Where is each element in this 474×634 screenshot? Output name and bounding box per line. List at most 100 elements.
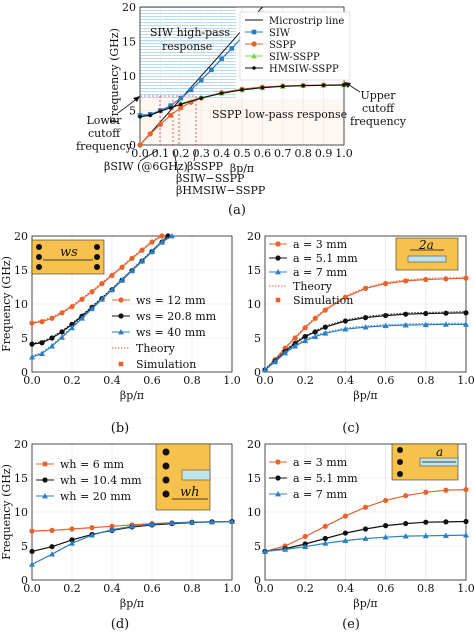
data-point bbox=[139, 247, 145, 253]
y-tick-label: 10 bbox=[14, 298, 28, 311]
data-point bbox=[149, 248, 155, 255]
inset-b-via bbox=[94, 264, 100, 270]
legend-marker bbox=[251, 29, 257, 35]
x-axis-label: βp/π bbox=[120, 389, 144, 402]
y-tick-label: 10 bbox=[247, 298, 261, 311]
data-point bbox=[89, 305, 95, 312]
legend-label: SSPP bbox=[269, 40, 296, 51]
inset-e: a bbox=[391, 443, 459, 481]
data-point bbox=[139, 258, 145, 264]
y-tick-label: 5 bbox=[21, 332, 28, 345]
data-point bbox=[463, 518, 469, 525]
x-tick-label: 0.6 bbox=[377, 582, 395, 595]
data-point bbox=[383, 523, 389, 529]
data-point bbox=[168, 105, 173, 110]
x-tick-label: 1.0 bbox=[457, 582, 474, 595]
data-point bbox=[189, 519, 195, 525]
data-point bbox=[79, 315, 85, 321]
inset-b: ws bbox=[31, 239, 105, 275]
legend-marker bbox=[118, 313, 124, 319]
data-point bbox=[383, 281, 389, 287]
y-tick-label: 0 bbox=[21, 366, 28, 379]
data-point bbox=[423, 310, 429, 317]
x-tick-label: 0.6 bbox=[143, 374, 161, 387]
theory-line bbox=[264, 311, 467, 370]
plot-frame bbox=[264, 443, 467, 581]
data-point bbox=[383, 497, 389, 504]
data-point bbox=[362, 315, 369, 321]
x-tick-label: 0.8 bbox=[417, 374, 435, 387]
legend-label: wh = 20 mm bbox=[60, 490, 132, 503]
legend-marker bbox=[275, 475, 281, 481]
inset-b-label: ws bbox=[60, 245, 78, 260]
y-tick-label: 15 bbox=[14, 472, 28, 485]
y-tick-label: 5 bbox=[254, 332, 261, 345]
data-point bbox=[342, 530, 348, 536]
legend-marker bbox=[251, 53, 257, 59]
x-tick-label: 0.6 bbox=[254, 147, 272, 160]
data-point bbox=[312, 315, 318, 321]
data-point bbox=[443, 487, 449, 493]
legend-marker bbox=[118, 361, 124, 367]
y-tick-label: 15 bbox=[122, 36, 136, 49]
legend-label: wh = 10.4 mm bbox=[60, 474, 142, 487]
data-point bbox=[29, 320, 35, 326]
legend-label: Theory bbox=[136, 342, 176, 355]
caption-d: (d) bbox=[111, 617, 129, 632]
data-point bbox=[168, 103, 173, 108]
legend-label: a = 3 mm bbox=[293, 238, 348, 251]
data-point bbox=[229, 518, 235, 524]
y-tick-label: 10 bbox=[14, 506, 28, 519]
inset-e-via bbox=[397, 459, 403, 465]
x-tick-label: 0.8 bbox=[183, 582, 201, 595]
panel-c: 0.0 0.2 0.4 0.6 0.8 1.0 0 5 10 15 20 βp/π 2a a = 3 … bbox=[247, 230, 474, 436]
legend-marker bbox=[275, 255, 281, 261]
data-point bbox=[282, 546, 289, 552]
x-tick-label: 0.4 bbox=[337, 374, 355, 387]
inset-d-via bbox=[162, 490, 170, 498]
data-point bbox=[262, 548, 268, 554]
data-point bbox=[89, 289, 95, 295]
beta-sspp-arrow bbox=[193, 149, 197, 162]
data-point bbox=[342, 83, 346, 87]
data-point bbox=[302, 337, 309, 344]
data-point bbox=[39, 340, 45, 346]
data-point bbox=[302, 543, 309, 550]
data-point bbox=[422, 532, 429, 539]
x-tick-label: 0.0 bbox=[23, 582, 41, 595]
x-tick-label: 0.4 bbox=[337, 582, 355, 595]
data-point bbox=[69, 304, 75, 310]
lower-cutoff-text-2: cutoff bbox=[88, 127, 121, 140]
x-tick-label: 0.7 bbox=[274, 147, 292, 160]
data-point bbox=[463, 486, 469, 493]
caption-c: (c) bbox=[342, 421, 359, 436]
panel-b: 0.0 0.2 0.4 0.6 0.8 1.0 0 5 10 15 20 βp/π Frequency … bbox=[0, 230, 241, 436]
data-point bbox=[383, 312, 389, 319]
legend-label: SIW-SSPP bbox=[269, 52, 320, 63]
data-point bbox=[423, 276, 429, 283]
data-point bbox=[362, 324, 369, 330]
data-point bbox=[178, 105, 184, 111]
data-point bbox=[342, 537, 349, 543]
series-line bbox=[264, 323, 466, 371]
y-tick-label: 15 bbox=[14, 264, 28, 277]
inset-b-via bbox=[36, 244, 42, 250]
inset-e-via bbox=[397, 471, 403, 477]
data-point bbox=[229, 46, 235, 51]
data-point bbox=[209, 67, 214, 73]
lower-cutoff-arrowhead bbox=[133, 96, 140, 102]
siw-region-text-2: response bbox=[162, 40, 212, 53]
y-tick-label: 15 bbox=[247, 472, 261, 485]
data-point bbox=[302, 533, 308, 540]
x-axis-label: βp/π bbox=[120, 597, 144, 610]
x-tick-label: 0.2 bbox=[63, 582, 81, 595]
data-point bbox=[322, 523, 328, 529]
legend-label: Simulation bbox=[136, 358, 196, 371]
data-point bbox=[443, 310, 449, 316]
data-point bbox=[322, 307, 328, 313]
legend-label: Microstrip line bbox=[269, 16, 344, 27]
x-tick-label: 0.8 bbox=[417, 582, 435, 595]
legend-label: a = 3 mm bbox=[293, 456, 348, 469]
beta-siw-arrow bbox=[139, 149, 159, 162]
legend-marker bbox=[275, 491, 281, 497]
